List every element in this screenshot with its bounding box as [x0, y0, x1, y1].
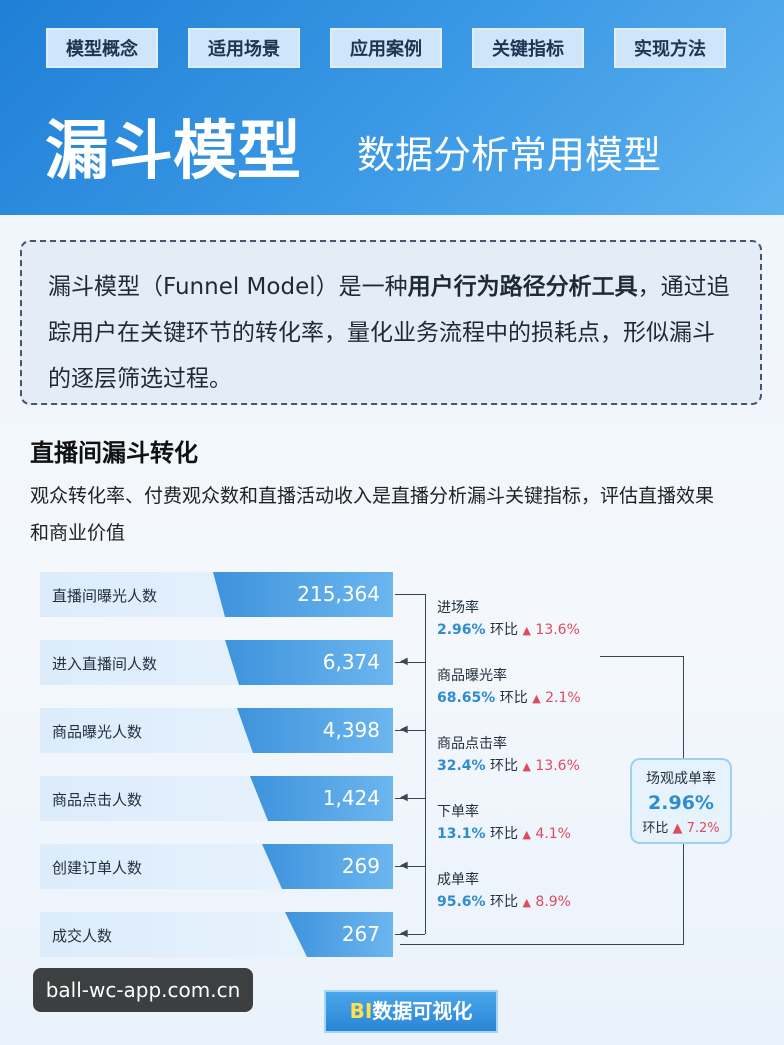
- section-title: 直播间漏斗转化: [30, 439, 198, 467]
- funnel-bar: [250, 776, 393, 821]
- overall-change: 7.2%: [686, 821, 720, 836]
- connector: [395, 594, 425, 595]
- bi-button[interactable]: BI数据可视化: [324, 990, 498, 1033]
- funnel-bar: [213, 572, 393, 617]
- intro-text: ，通过追踪用户在关键环节的转化率，量化业务流程中的损耗点，形似漏斗的逐层筛选过程…: [48, 274, 730, 392]
- up-icon: ▲: [522, 760, 531, 773]
- rate-value: 95.6%: [437, 894, 486, 910]
- rate-line: 95.6% 环比 ▲ 8.9%: [437, 891, 571, 911]
- connector: [425, 594, 426, 662]
- rate-compare: 环比: [490, 758, 519, 774]
- rate-line: 2.96% 环比 ▲ 13.6%: [437, 619, 580, 639]
- arrow: ◀: [400, 792, 408, 803]
- rate-line: 32.4% 环比 ▲ 13.6%: [437, 755, 580, 775]
- rate-compare: 环比: [490, 894, 519, 910]
- funnel-value: 1,424: [322, 786, 380, 810]
- rate-change: 4.1%: [535, 826, 571, 842]
- connector: [425, 730, 426, 798]
- rate-value: 2.96%: [437, 622, 486, 638]
- rate-name: 下单率: [437, 804, 479, 820]
- nav-tab: 应用案例: [330, 28, 442, 68]
- bracket: [600, 656, 683, 657]
- funnel-label: 成交人数: [52, 927, 113, 945]
- connector: [395, 730, 425, 731]
- arrow: ◀: [400, 860, 408, 871]
- button-text: 数据可视化: [372, 999, 473, 1023]
- rate-change: 13.6%: [535, 758, 580, 774]
- overall-compare: 环比: [642, 821, 669, 836]
- rate-name: 成单率: [437, 872, 479, 888]
- arrow: ◀: [400, 656, 408, 667]
- overall-rate: 2.96%: [648, 792, 714, 814]
- connector: [425, 866, 426, 934]
- funnel-value: 215,364: [297, 582, 380, 606]
- nav-tab: 关键指标: [472, 28, 584, 68]
- nav-tab: 适用场景: [188, 28, 300, 68]
- funnel-label: 商品点击人数: [52, 791, 143, 809]
- funnel-label: 进入直播间人数: [52, 655, 158, 673]
- rate-value: 32.4%: [437, 758, 486, 774]
- funnel-value: 267: [341, 922, 380, 946]
- connector: [395, 934, 425, 935]
- rate-change: 13.6%: [535, 622, 580, 638]
- up-icon: ▲: [532, 692, 541, 705]
- funnel-label: 直播间曝光人数: [52, 587, 158, 605]
- rate-value: 13.1%: [437, 826, 486, 842]
- rate-name: 进场率: [437, 600, 479, 616]
- funnel-value: 4,398: [322, 718, 380, 742]
- rate-change: 2.1%: [545, 690, 581, 706]
- funnel-bar: [262, 844, 393, 889]
- button-highlight: BI: [349, 999, 373, 1023]
- intro-text: 漏斗模型（Funnel Model）是一种: [48, 274, 408, 300]
- funnel-bar: [225, 640, 393, 685]
- funnel-label: 创建订单人数: [52, 859, 143, 877]
- overall-box: 场观成单率 2.96% 环比 ▲ 7.2%: [630, 758, 732, 844]
- bracket: [683, 844, 684, 944]
- funnel-bar: [237, 708, 393, 753]
- connector: [425, 662, 426, 730]
- rate-name: 商品点击率: [437, 736, 507, 752]
- up-icon: ▲: [522, 624, 531, 637]
- overall-name: 场观成单率: [646, 771, 716, 787]
- bracket: [400, 944, 684, 945]
- title: 漏斗模型: [45, 115, 301, 189]
- rate-value: 68.65%: [437, 690, 496, 706]
- intro-bold: 用户行为路径分析工具: [407, 274, 638, 300]
- arrow: ◀: [400, 928, 408, 939]
- arrow: ◀: [400, 724, 408, 735]
- nav-tab: 实现方法: [614, 28, 726, 68]
- funnel-value: 269: [341, 854, 380, 878]
- intro-box: 漏斗模型（Funnel Model）是一种用户行为路径分析工具，通过追踪用户在关…: [20, 240, 762, 405]
- rate-name: 商品曝光率: [437, 668, 507, 684]
- nav-tab: 模型概念: [46, 28, 158, 68]
- rate-compare: 环比: [490, 622, 519, 638]
- rate-line: 68.65% 环比 ▲ 2.1%: [437, 687, 581, 707]
- bracket: [683, 656, 684, 758]
- rate-compare: 环比: [499, 690, 528, 706]
- rate-line: 13.1% 环比 ▲ 4.1%: [437, 823, 571, 843]
- funnel-label: 商品曝光人数: [52, 723, 143, 741]
- watermark: ball-wc-app.com.cn: [33, 968, 253, 1012]
- rate-change: 8.9%: [535, 894, 571, 910]
- section-description: 观众转化率、付费观众数和直播活动收入是直播分析漏斗关键指标，评估直播效果和商业价…: [30, 485, 715, 544]
- connector: [395, 866, 425, 867]
- rate-compare: 环比: [490, 826, 519, 842]
- subtitle: 数据分析常用模型: [357, 133, 662, 177]
- up-icon: ▲: [522, 828, 531, 841]
- up-icon: ▲: [522, 896, 531, 909]
- up-icon: ▲: [672, 821, 683, 836]
- connector: [395, 798, 425, 799]
- connector: [395, 662, 425, 663]
- funnel-value: 6,374: [322, 650, 380, 674]
- connector: [425, 798, 426, 866]
